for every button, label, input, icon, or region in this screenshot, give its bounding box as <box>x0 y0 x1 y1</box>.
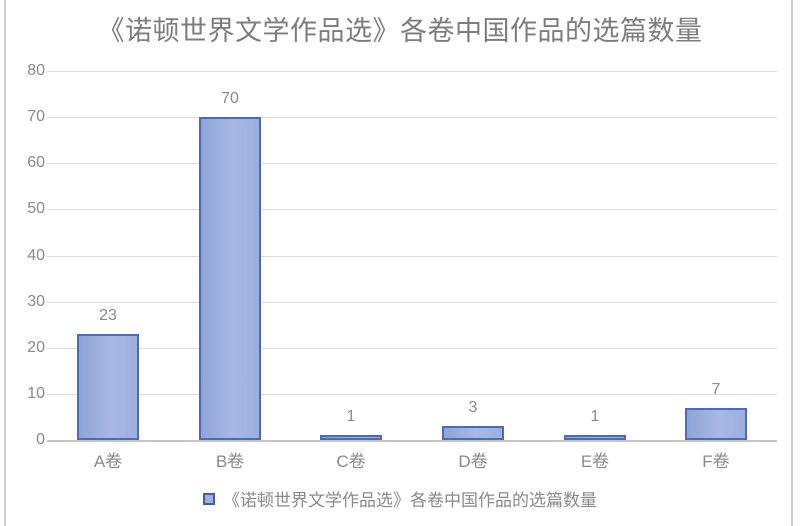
bar-value-label: 7 <box>711 381 721 398</box>
gridline <box>47 163 777 164</box>
y-axis-tick-label: 40 <box>27 247 45 264</box>
gridline <box>47 209 777 210</box>
window-left-border <box>4 0 6 526</box>
y-axis-tick-label: 20 <box>27 339 45 356</box>
bar <box>77 334 139 440</box>
y-axis-tick-label: 10 <box>27 385 45 402</box>
y-axis-tick-label: 70 <box>27 108 45 125</box>
bar <box>442 426 504 440</box>
gridline <box>47 71 777 72</box>
bar <box>564 435 626 440</box>
bar <box>685 408 747 440</box>
y-axis-tick-label: 80 <box>27 62 45 79</box>
chart-title: 《诺顿世界文学作品选》各卷中国作品的选篇数量 <box>97 16 703 46</box>
legend: 《诺顿世界文学作品选》各卷中国作品的选篇数量 <box>0 486 800 511</box>
y-axis-tick-label: 60 <box>27 154 45 171</box>
window-right-border <box>791 0 793 526</box>
bar-value-label: 1 <box>590 408 600 425</box>
gridline <box>47 302 777 303</box>
y-axis-tick-label: 30 <box>27 293 45 310</box>
bar-value-label: 23 <box>99 307 117 324</box>
bar-value-label: 70 <box>221 90 239 107</box>
bar-value-label: 1 <box>346 408 356 425</box>
gridline <box>47 348 777 349</box>
legend-marker-square-icon <box>203 492 215 505</box>
x-axis-category-label: F卷 <box>702 452 730 471</box>
bar-value-label: 3 <box>468 399 478 416</box>
x-axis-line <box>47 440 777 442</box>
gridline <box>47 256 777 257</box>
gridline <box>47 394 777 395</box>
x-axis-category-label: A卷 <box>93 452 123 471</box>
x-axis-category-label: E卷 <box>580 452 610 471</box>
x-axis-category-label: D卷 <box>458 452 488 471</box>
bar <box>320 435 382 440</box>
legend-label: 《诺顿世界文学作品选》各卷中国作品的选篇数量 <box>223 491 597 510</box>
y-axis-tick-label: 50 <box>27 200 45 217</box>
bar <box>199 117 261 440</box>
gridline <box>47 117 777 118</box>
x-axis-category-label: C卷 <box>336 452 366 471</box>
x-axis-category-label: B卷 <box>215 452 245 471</box>
y-axis-tick-label: 0 <box>36 431 45 448</box>
